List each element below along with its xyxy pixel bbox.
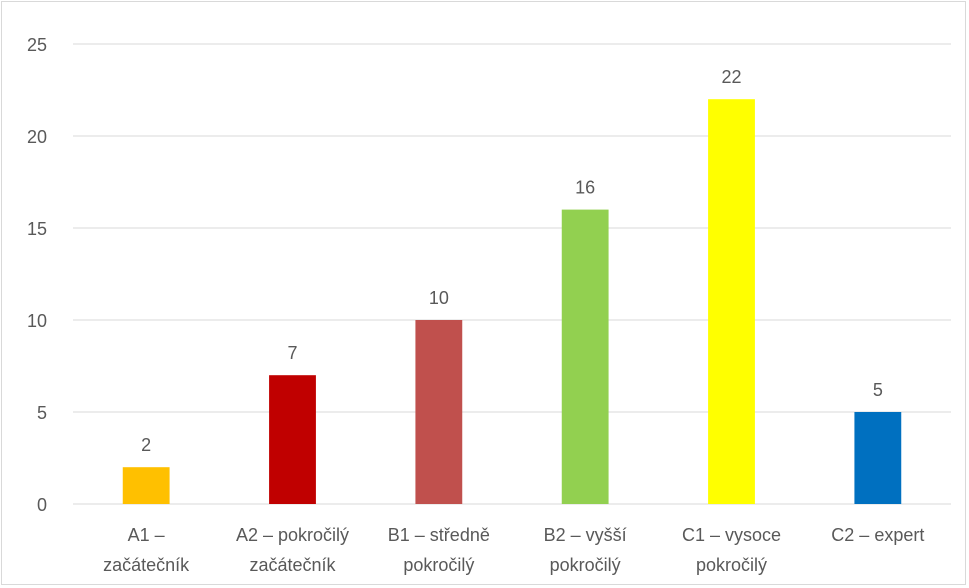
x-tick-label: C1 – vysoce: [682, 525, 781, 545]
bar: [561, 209, 609, 504]
x-tick-label: A1 –: [128, 525, 165, 545]
data-labels: 2 7 10 16 22 5: [141, 67, 883, 455]
bar: [415, 320, 463, 504]
x-tick-label: pokročilý: [550, 555, 621, 575]
data-label: 10: [429, 288, 449, 308]
data-label: 7: [287, 343, 297, 363]
x-tick-label: pokročilý: [403, 555, 474, 575]
x-tick-label: začátečník: [103, 555, 190, 575]
x-tick-label: B1 – středně: [388, 525, 490, 545]
y-tick-label: 10: [27, 311, 47, 331]
y-tick-label: 15: [27, 219, 47, 239]
data-label: 5: [873, 380, 883, 400]
x-axis-labels: A1 – začátečník A2 – pokročilý začátečník B1…: [103, 525, 924, 575]
x-tick-label: C2 – expert: [831, 525, 924, 545]
y-tick-label: 0: [37, 495, 47, 515]
data-label: 22: [721, 67, 741, 87]
data-label: 2: [141, 435, 151, 455]
y-tick-label: 20: [27, 127, 47, 147]
bar: [708, 99, 755, 504]
x-tick-label: začátečník: [249, 555, 336, 575]
x-tick-label: A2 – pokročilý: [236, 525, 349, 545]
gridlines: [73, 43, 951, 505]
data-label: 16: [575, 178, 595, 198]
bar: [854, 412, 902, 504]
y-axis-ticks: 0 5 10 15 20 25: [27, 35, 47, 515]
bar: [122, 467, 170, 504]
x-tick-label: pokročilý: [696, 555, 767, 575]
x-tick-label: B2 – vyšší: [544, 525, 627, 545]
bar: [269, 375, 316, 504]
y-tick-label: 25: [27, 35, 47, 55]
y-tick-label: 5: [37, 403, 47, 423]
bars: [122, 99, 902, 504]
